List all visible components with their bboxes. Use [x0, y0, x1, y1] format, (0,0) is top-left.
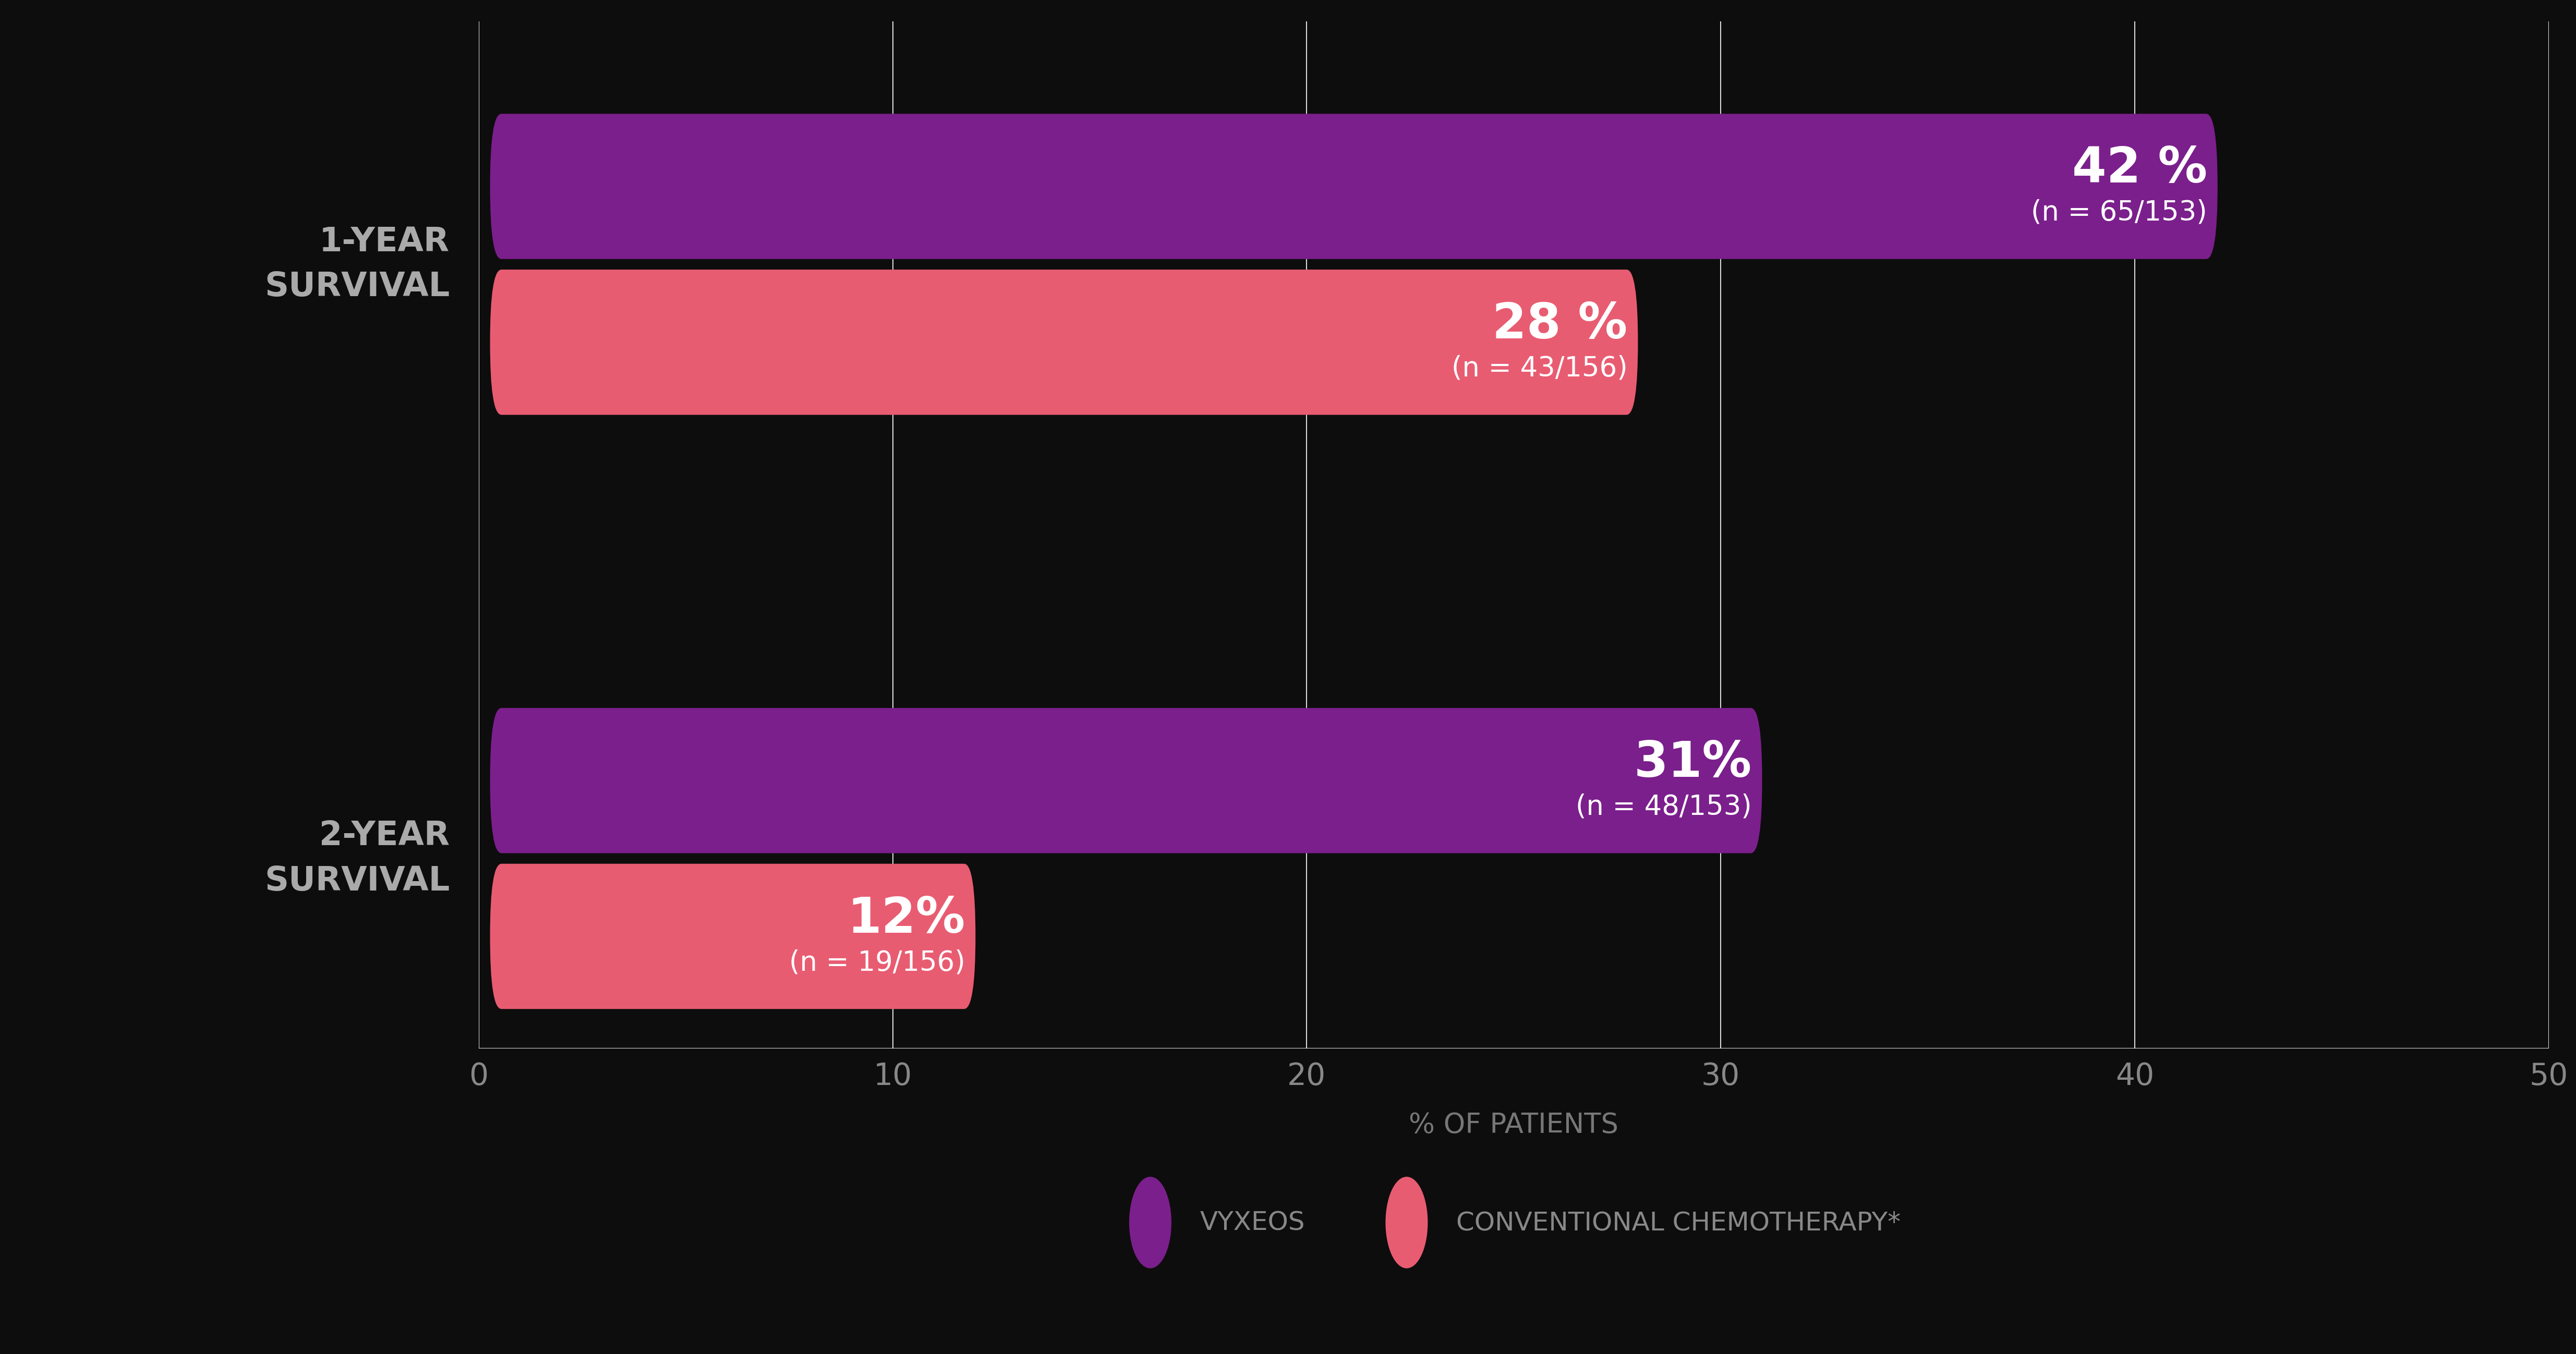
X-axis label: % OF PATIENTS: % OF PATIENTS	[1409, 1112, 1618, 1139]
Text: (n = 48/153): (n = 48/153)	[1577, 793, 1752, 821]
FancyBboxPatch shape	[489, 114, 2218, 259]
Text: (n = 65/153): (n = 65/153)	[2030, 199, 2208, 226]
Text: 1-YEAR
SURVIVAL: 1-YEAR SURVIVAL	[265, 226, 451, 303]
FancyBboxPatch shape	[489, 269, 1638, 414]
Legend: VYXEOS, CONVENTIONAL CHEMOTHERAPY*: VYXEOS, CONVENTIONAL CHEMOTHERAPY*	[1115, 1183, 1911, 1262]
Text: (n = 43/156): (n = 43/156)	[1450, 355, 1628, 382]
Text: 42 %: 42 %	[2071, 145, 2208, 194]
Text: 31%: 31%	[1633, 739, 1752, 787]
Text: 12%: 12%	[848, 895, 966, 942]
Text: 28 %: 28 %	[1492, 301, 1628, 349]
Text: 2-YEAR
SURVIVAL: 2-YEAR SURVIVAL	[265, 819, 451, 898]
Text: (n = 19/156): (n = 19/156)	[788, 949, 966, 976]
FancyBboxPatch shape	[489, 708, 1762, 853]
FancyBboxPatch shape	[489, 864, 976, 1009]
